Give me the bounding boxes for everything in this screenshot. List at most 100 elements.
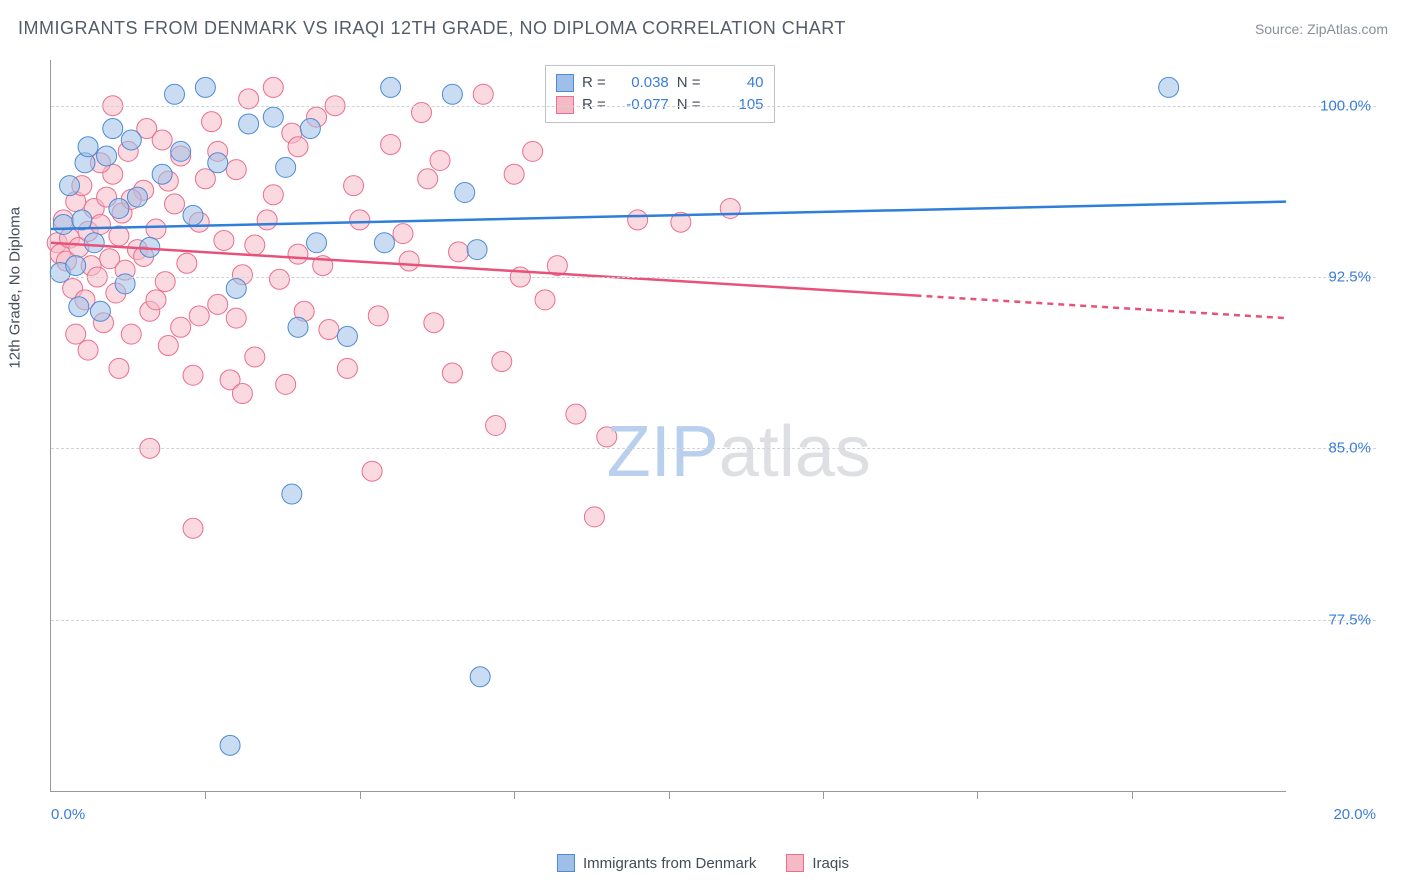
scatter-point <box>263 185 283 205</box>
scatter-point <box>362 461 382 481</box>
scatter-point <box>393 224 413 244</box>
xtick <box>514 791 515 799</box>
scatter-point <box>269 269 289 289</box>
scatter-point <box>566 404 586 424</box>
scatter-point <box>78 137 98 157</box>
scatter-point <box>282 484 302 504</box>
scatter-point <box>504 164 524 184</box>
scatter-point <box>152 164 172 184</box>
legend-label-iraqi: Iraqis <box>812 855 849 872</box>
chart-source: Source: ZipAtlas.com <box>1255 21 1388 37</box>
stats-n-val-1: 40 <box>709 72 764 94</box>
scatter-point <box>53 214 73 234</box>
legend-swatch-iraqi <box>786 854 804 872</box>
xaxis-label-end: 20.0% <box>1333 806 1376 823</box>
scatter-point <box>183 205 203 225</box>
scatter-point <box>103 119 123 139</box>
scatter-point <box>245 347 265 367</box>
scatter-point <box>467 240 487 260</box>
scatter-point <box>418 169 438 189</box>
xtick <box>669 791 670 799</box>
scatter-point <box>155 272 175 292</box>
scatter-point <box>470 667 490 687</box>
xtick <box>1132 791 1133 799</box>
scatter-point <box>183 365 203 385</box>
stats-row-1: R = 0.038 N = 40 <box>556 72 764 94</box>
scatter-point <box>84 233 104 253</box>
scatter-point <box>597 427 617 447</box>
scatter-point <box>245 235 265 255</box>
scatter-point <box>121 324 141 344</box>
scatter-point <box>374 233 394 253</box>
legend-label-denmark: Immigrants from Denmark <box>583 855 756 872</box>
scatter-point <box>307 233 327 253</box>
stats-swatch-denmark <box>556 74 574 92</box>
regression-line <box>916 296 1287 319</box>
scatter-point <box>473 84 493 104</box>
ytick-label: 85.0% <box>1291 440 1371 457</box>
scatter-point <box>424 313 444 333</box>
regression-line <box>51 202 1286 229</box>
scatter-point <box>109 358 129 378</box>
scatter-point <box>90 301 110 321</box>
scatter-point <box>60 176 80 196</box>
stats-box: R = 0.038 N = 40 R = -0.077 N = 105 <box>545 65 775 123</box>
scatter-point <box>399 251 419 271</box>
xtick <box>977 791 978 799</box>
plot-area: ZIPatlas R = 0.038 N = 40 R = -0.077 N =… <box>50 60 1286 792</box>
scatter-point <box>69 297 89 317</box>
scatter-point <box>288 244 308 264</box>
stats-r-val-1: 0.038 <box>614 72 669 94</box>
scatter-point <box>165 84 185 104</box>
scatter-point <box>300 119 320 139</box>
scatter-point <box>288 317 308 337</box>
scatter-point <box>97 146 117 166</box>
scatter-point <box>72 210 92 230</box>
scatter-point <box>78 340 98 360</box>
gridline <box>51 620 1376 621</box>
ytick-label: 100.0% <box>1291 97 1371 114</box>
scatter-point <box>523 141 543 161</box>
scatter-point <box>492 352 512 372</box>
scatter-point <box>66 256 86 276</box>
legend-item-denmark: Immigrants from Denmark <box>557 854 756 872</box>
scatter-point <box>486 416 506 436</box>
scatter-point <box>442 84 462 104</box>
scatter-point <box>337 326 357 346</box>
scatter-point <box>146 219 166 239</box>
scatter-point <box>158 336 178 356</box>
scatter-point <box>177 253 197 273</box>
scatter-point <box>263 107 283 127</box>
scatter-point <box>239 114 259 134</box>
scatter-point <box>226 278 246 298</box>
scatter-point <box>449 242 469 262</box>
scatter-point <box>109 198 129 218</box>
scatter-point <box>152 130 172 150</box>
gridline <box>51 448 1376 449</box>
ytick-label: 92.5% <box>1291 269 1371 286</box>
scatter-point <box>381 135 401 155</box>
scatter-point <box>226 160 246 180</box>
title-bar: IMMIGRANTS FROM DENMARK VS IRAQI 12TH GR… <box>18 18 1388 39</box>
scatter-point <box>455 182 475 202</box>
scatter-point <box>720 198 740 218</box>
scatter-svg <box>51 60 1286 791</box>
scatter-point <box>442 363 462 383</box>
scatter-point <box>171 317 191 337</box>
scatter-point <box>171 141 191 161</box>
scatter-point <box>202 112 222 132</box>
legend-item-iraqi: Iraqis <box>786 854 849 872</box>
legend-swatch-denmark <box>557 854 575 872</box>
scatter-point <box>208 294 228 314</box>
scatter-point <box>183 518 203 538</box>
xtick <box>205 791 206 799</box>
scatter-point <box>337 358 357 378</box>
scatter-point <box>344 176 364 196</box>
xaxis-label-start: 0.0% <box>51 806 85 823</box>
scatter-point <box>263 77 283 97</box>
scatter-point <box>127 187 147 207</box>
scatter-point <box>146 290 166 310</box>
scatter-point <box>226 308 246 328</box>
scatter-point <box>288 137 308 157</box>
xtick <box>360 791 361 799</box>
